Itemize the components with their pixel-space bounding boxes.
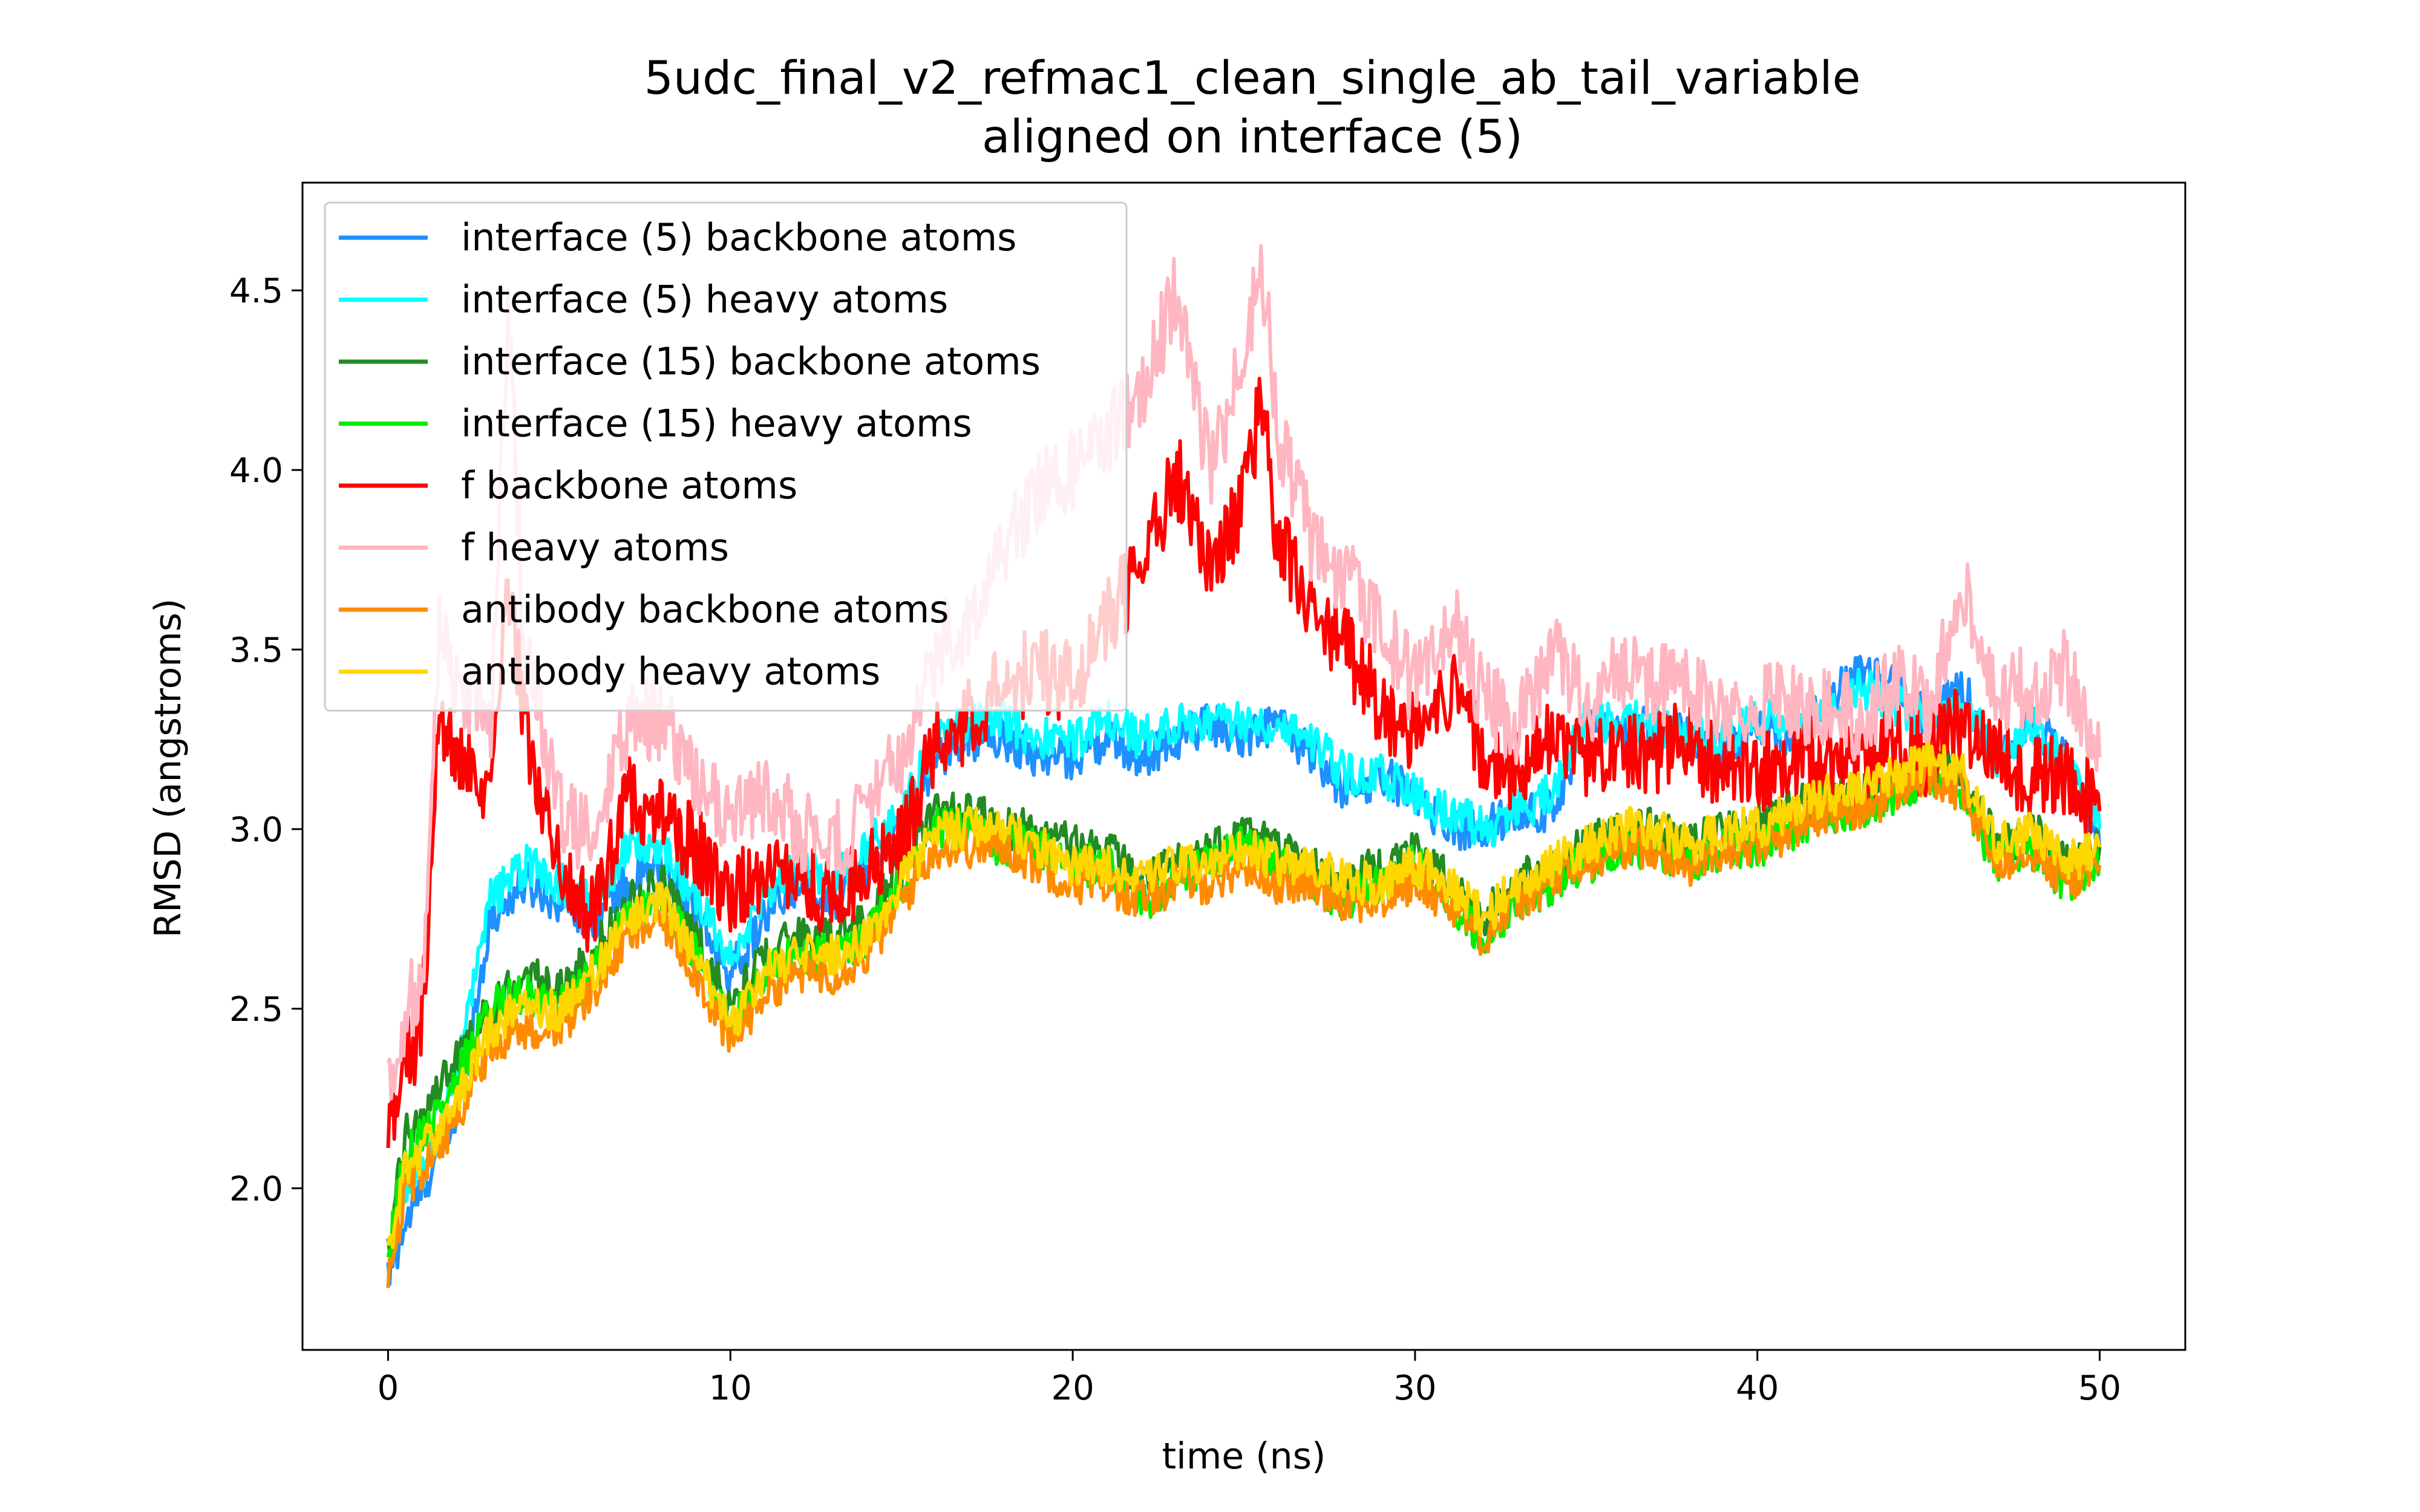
legend-label: f backbone atoms (461, 463, 797, 507)
legend-label: interface (5) backbone atoms (461, 215, 1016, 259)
plot-area-frame (301, 181, 2186, 1351)
legend: interface (5) backbone atoms interface (5… (324, 201, 1128, 712)
y-tick-label: 2.5 (229, 990, 283, 1029)
x-tick-label: 40 (1736, 1369, 1779, 1408)
series-line-antibody-heavy-atoms (386, 742, 2102, 1250)
y-tick-label: 4.0 (229, 451, 283, 490)
chart-subtitle: aligned on interface (5) (982, 109, 1523, 163)
y-axis-label: RMSD (angstroms) (147, 598, 189, 937)
legend-label: interface (15) heavy atoms (461, 402, 972, 446)
x-axis: 0 10 20 30 40 50 (378, 1350, 2121, 1408)
legend-label: f heavy atoms (461, 526, 729, 570)
series-line-f-heavy-atoms (386, 244, 2102, 1101)
x-tick-label: 20 (1051, 1369, 1094, 1408)
x-tick-label: 10 (709, 1369, 752, 1408)
legend-label: interface (5) heavy atoms (461, 278, 948, 322)
legend-label: antibody backbone atoms (461, 587, 949, 631)
legend-label: interface (15) backbone atoms (461, 339, 1041, 383)
legend-label: antibody heavy atoms (461, 650, 880, 694)
y-axis: 2.0 2.5 3.0 3.5 4.0 4.5 (229, 272, 302, 1209)
y-tick-label: 4.5 (229, 272, 283, 311)
x-tick-label: 30 (1393, 1369, 1436, 1408)
y-tick-label: 3.0 (229, 810, 283, 850)
x-axis-label: time (ns) (1162, 1435, 1326, 1478)
series-layer (386, 244, 2102, 1288)
chart-title: 5udc_final_v2_refmac1_clean_single_ab_ta… (644, 51, 1861, 105)
y-tick-label: 2.0 (229, 1170, 283, 1209)
x-tick-label: 0 (378, 1369, 399, 1408)
x-tick-label: 50 (2078, 1369, 2121, 1408)
y-tick-label: 3.5 (229, 631, 283, 670)
legend-box (324, 201, 1128, 712)
